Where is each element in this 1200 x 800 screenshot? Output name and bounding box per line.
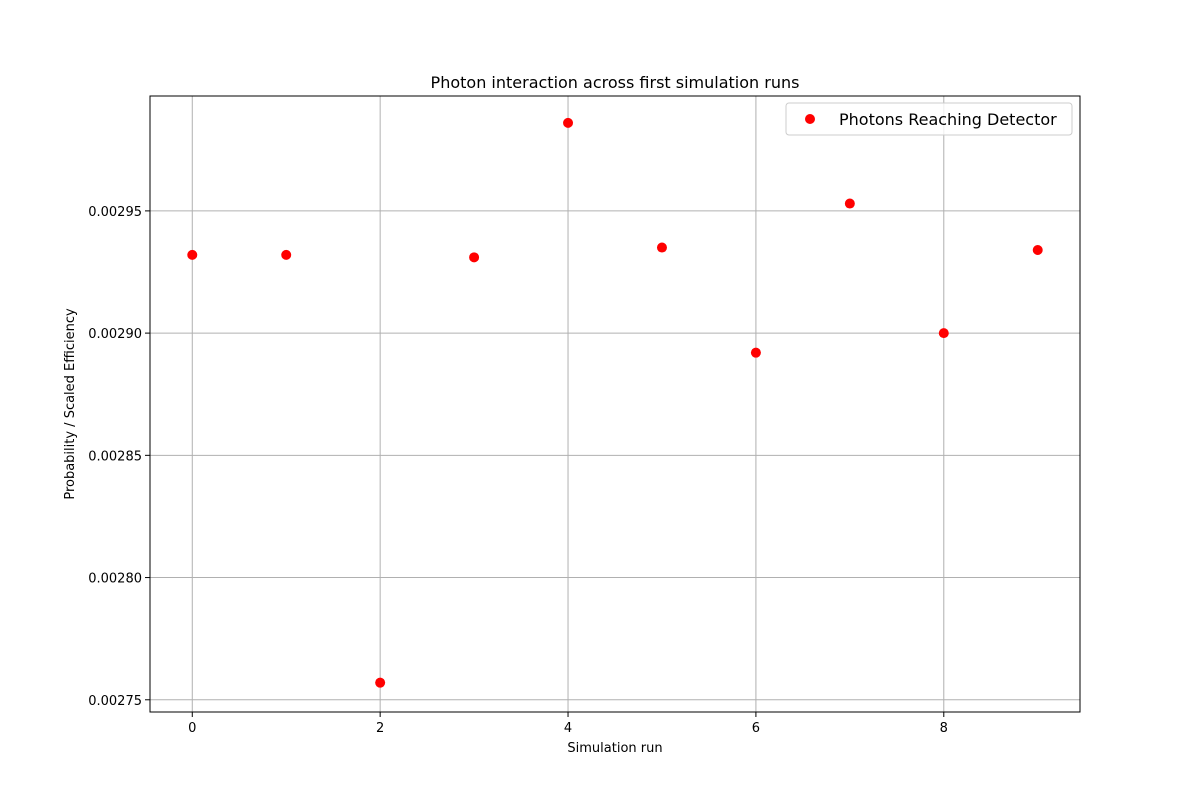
x-axis-label: Simulation run: [567, 741, 662, 756]
grid-lines: [150, 96, 1080, 712]
data-point: [187, 249, 198, 260]
y-tick-label: 0.00280: [88, 572, 142, 587]
x-tick-label: 4: [564, 721, 572, 736]
data-point: [563, 117, 574, 128]
x-tick-label: 6: [752, 721, 760, 736]
data-point: [375, 677, 386, 688]
chart-title: Photon interaction across first simulati…: [431, 73, 800, 92]
y-tick-label: 0.00285: [88, 449, 142, 464]
x-tick-label: 0: [188, 721, 196, 736]
y-tick-label: 0.00275: [88, 694, 142, 709]
data-points: [187, 117, 1043, 688]
x-tick-label: 2: [376, 721, 384, 736]
data-point: [469, 252, 480, 263]
data-point: [938, 328, 949, 339]
data-point: [1032, 245, 1043, 255]
y-axis-label: Probability / Scaled Efficiency: [63, 308, 78, 500]
data-point: [281, 249, 292, 260]
axis-ticks: 0 2 4 6 8 0.00275 0.00280 0.00285 0.00290 0.00295: [88, 205, 948, 736]
data-point: [750, 347, 761, 358]
y-tick-label: 0.00295: [88, 205, 142, 220]
plot-frame: [149, 95, 1081, 713]
y-tick-label: 0.00290: [88, 327, 142, 342]
legend-box: [785, 102, 1073, 136]
data-point: [656, 242, 667, 253]
legend: Photons Reaching Detector: [785, 102, 1073, 136]
data-point: [844, 198, 855, 209]
x-tick-label: 8: [940, 721, 948, 736]
legend-label: Photons Reaching Detector: [839, 110, 1057, 129]
legend-marker: [805, 114, 815, 124]
